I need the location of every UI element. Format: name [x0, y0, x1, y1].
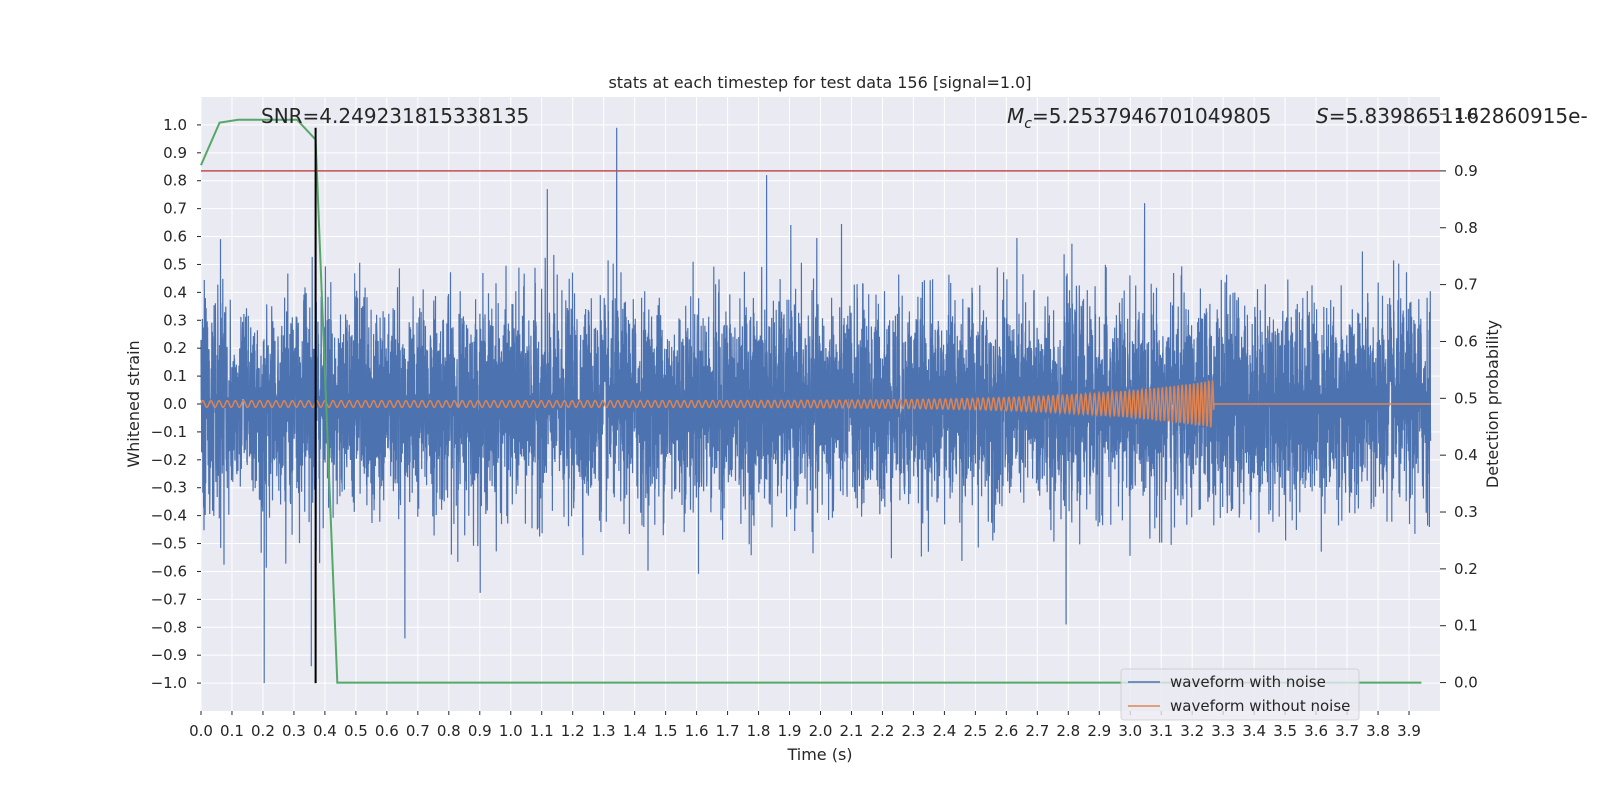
- y-tick-label: 0.0: [163, 395, 187, 413]
- y2-tick-label: 1.0: [1454, 105, 1478, 123]
- x-tick-label: 0.7: [406, 722, 430, 740]
- chirp-mass-annotation: Mc=5.2537946701049805: [1007, 104, 1271, 132]
- y-tick-label: 0.3: [163, 311, 187, 329]
- y-tick-label: −0.2: [151, 451, 187, 469]
- chirp-mass-value: =5.2537946701049805: [1032, 104, 1271, 128]
- y2-tick-label: 0.8: [1454, 219, 1478, 237]
- x-tick-label: 0.1: [220, 722, 244, 740]
- y2-tick-label: 0.1: [1454, 617, 1478, 635]
- y-tick-label: −0.1: [151, 423, 187, 441]
- snr-annotation: SNR=4.249231815338135: [261, 104, 529, 128]
- x-tick-label: 0.6: [375, 722, 399, 740]
- x-tick-label: 0.8: [437, 722, 461, 740]
- x-tick-label: 1.3: [592, 722, 616, 740]
- x-tick-label: 0.0: [189, 722, 213, 740]
- x-tick-label: 1.9: [778, 722, 802, 740]
- x-tick-label: 3.0: [1118, 722, 1142, 740]
- x-tick-label: 2.0: [809, 722, 833, 740]
- x-tick-label: 1.1: [530, 722, 554, 740]
- x-tick-label: 2.7: [1025, 722, 1049, 740]
- y2-tick-label: 0.4: [1454, 446, 1478, 464]
- x-tick-label: 3.4: [1242, 722, 1266, 740]
- x-axis-label: Time (s): [786, 745, 852, 764]
- x-tick-label: 3.8: [1366, 722, 1390, 740]
- x-tick-label: 2.5: [963, 722, 987, 740]
- x-tick-label: 1.7: [716, 722, 740, 740]
- y-tick-label: −0.6: [151, 562, 187, 580]
- y2-tick-label: 0.6: [1454, 332, 1478, 350]
- y-tick-label: 0.5: [163, 255, 187, 273]
- s-symbol: S: [1316, 104, 1329, 128]
- chirp-mass-symbol: M: [1007, 104, 1024, 128]
- legend-label-waveform-without-noise: waveform without noise: [1170, 697, 1350, 715]
- y-tick-label: −0.9: [151, 646, 187, 664]
- x-tick-label: 1.8: [747, 722, 771, 740]
- x-tick-label: 2.8: [1056, 722, 1080, 740]
- x-tick-label: 0.5: [344, 722, 368, 740]
- x-tick-label: 1.0: [499, 722, 523, 740]
- y-tick-label: −0.5: [151, 535, 187, 553]
- waveform-without-noise-line: [200, 379, 1431, 428]
- x-tick-label: 2.9: [1087, 722, 1111, 740]
- x-tick-label: 1.4: [623, 722, 647, 740]
- x-tick-label: 0.9: [468, 722, 492, 740]
- y2-tick-label: 0.0: [1454, 674, 1478, 692]
- y-tick-label: 0.4: [163, 283, 187, 301]
- y-tick-label: 0.9: [163, 144, 187, 162]
- x-tick-label: 3.6: [1304, 722, 1328, 740]
- legend-box: [1120, 668, 1360, 721]
- y2-axis-label: Detection probability: [1483, 320, 1502, 488]
- y-tick-label: −0.7: [151, 590, 187, 608]
- y2-tick-label: 0.9: [1454, 162, 1478, 180]
- y2-tick-label: 0.2: [1454, 560, 1478, 578]
- legend-label-waveform-with-noise: waveform with noise: [1170, 673, 1326, 691]
- y2-tick-label: 0.3: [1454, 503, 1478, 521]
- x-tick-label: 2.3: [901, 722, 925, 740]
- x-tick-label: 1.6: [685, 722, 709, 740]
- x-tick-label: 0.3: [282, 722, 306, 740]
- chart-title: stats at each timestep for test data 156…: [608, 73, 1031, 92]
- x-tick-label: 1.5: [654, 722, 678, 740]
- x-tick-label: 2.6: [994, 722, 1018, 740]
- x-tick-label: 3.1: [1149, 722, 1173, 740]
- x-tick-label: 3.9: [1397, 722, 1421, 740]
- y-tick-label: −0.8: [151, 618, 187, 636]
- y-tick-label: 0.8: [163, 172, 187, 190]
- y2-tick-label: 0.7: [1454, 276, 1478, 294]
- axes-ticks: 0.0 0.1 0.2 0.3 0.4 0.5 0.6 0.7 0.8 0.9 1.0 1.1 1.2 1…: [151, 105, 1478, 740]
- series-detection-probability: [200, 118, 1422, 684]
- detection-probability-line: [200, 118, 1422, 684]
- x-tick-label: 2.1: [840, 722, 864, 740]
- x-tick-label: 0.2: [251, 722, 275, 740]
- y2-tick-label: 0.5: [1454, 389, 1478, 407]
- x-tick-label: 1.2: [561, 722, 585, 740]
- x-tick-label: 0.4: [313, 722, 337, 740]
- y-tick-label: 0.7: [163, 200, 187, 218]
- x-tick-label: 3.7: [1335, 722, 1359, 740]
- x-tick-label: 2.2: [871, 722, 895, 740]
- y-tick-label: 0.6: [163, 228, 187, 246]
- waveform-with-noise-line: [200, 127, 1432, 684]
- s-value: =5.839865116286091​5e-: [1329, 104, 1588, 128]
- series-waveform-with-noise: [200, 127, 1432, 684]
- x-tick-label: 3.5: [1273, 722, 1297, 740]
- series-waveform-without-noise: [200, 379, 1431, 428]
- y-tick-label: 1.0: [163, 116, 187, 134]
- x-tick-label: 2.4: [932, 722, 956, 740]
- chirp-mass-subscript: c: [1024, 116, 1032, 132]
- y-tick-label: −0.3: [151, 479, 187, 497]
- x-tick-label: 3.2: [1180, 722, 1204, 740]
- y-tick-label: −0.4: [151, 507, 187, 525]
- y-tick-label: −1.0: [151, 674, 187, 692]
- s-annotation: S=5.839865116286091​5e-: [1316, 104, 1588, 128]
- y-tick-label: 0.1: [163, 367, 187, 385]
- y-axis-label: Whitened strain: [124, 340, 143, 467]
- x-tick-label: 3.3: [1211, 722, 1235, 740]
- y-tick-label: 0.2: [163, 339, 187, 357]
- legend: waveform with noise waveform without noi…: [1120, 668, 1360, 721]
